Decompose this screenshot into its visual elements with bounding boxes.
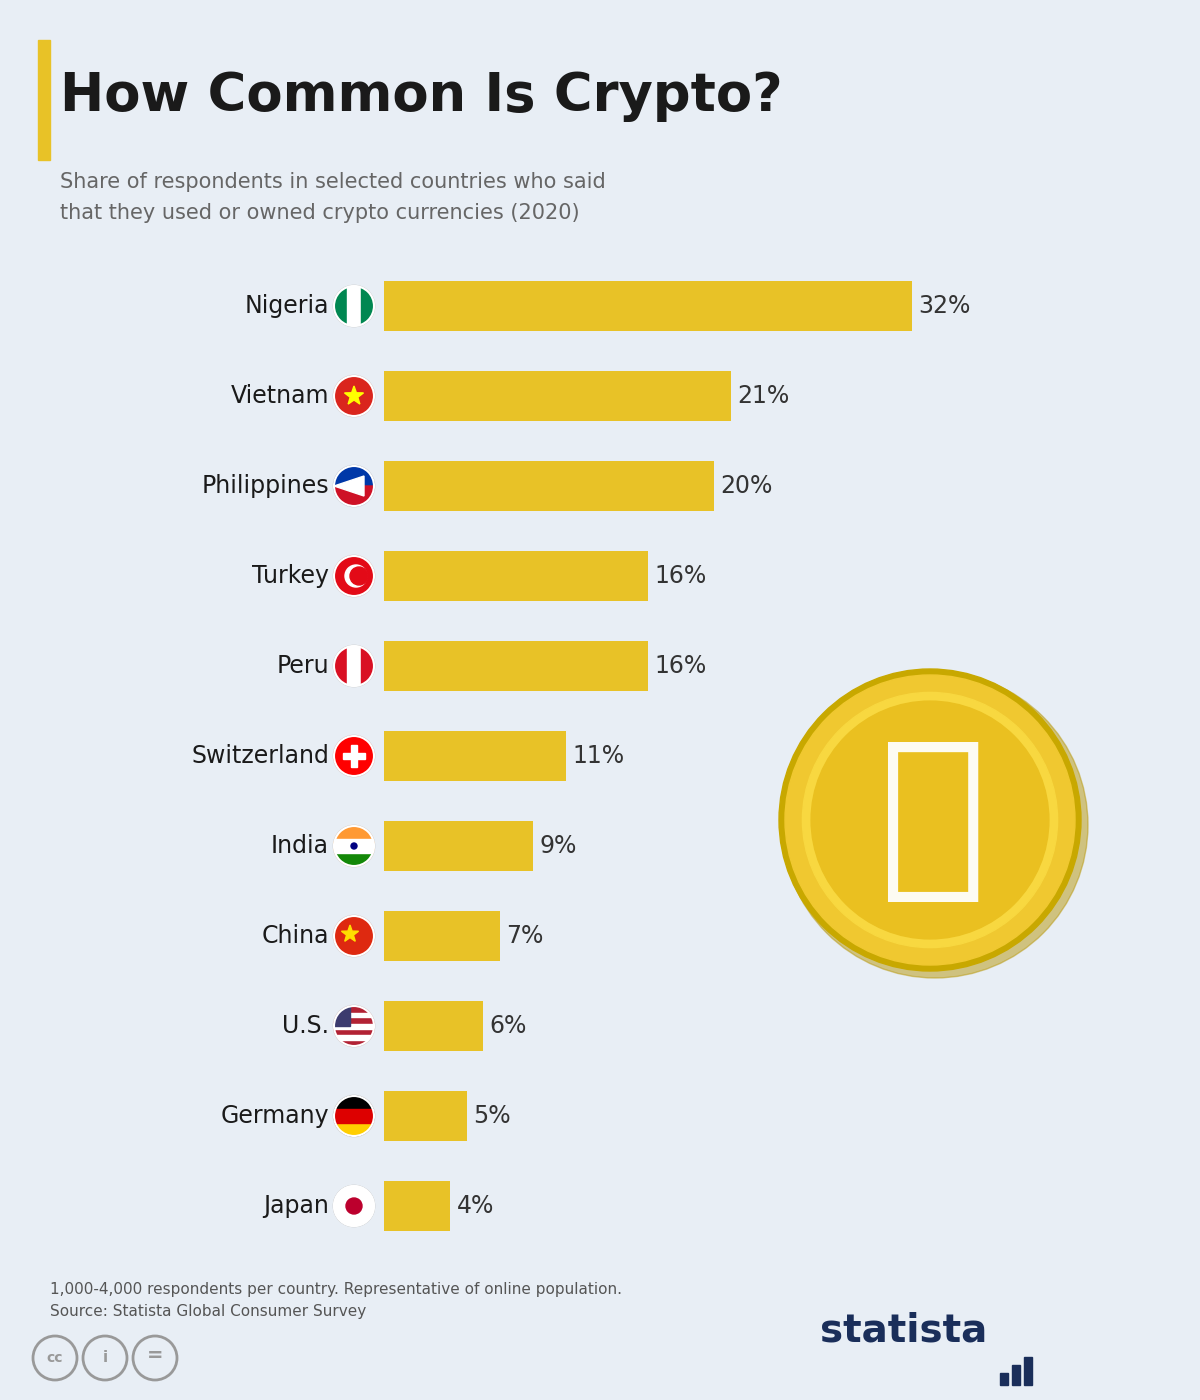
Wedge shape — [334, 486, 374, 505]
Text: 9%: 9% — [539, 834, 576, 858]
Text: Switzerland: Switzerland — [191, 743, 329, 769]
Bar — [334, 1116, 374, 1135]
Bar — [384, 1182, 450, 1231]
Text: Vietnam: Vietnam — [230, 384, 329, 407]
Bar — [334, 1109, 374, 1123]
Circle shape — [782, 672, 1088, 979]
Circle shape — [346, 566, 367, 587]
Bar — [384, 731, 565, 781]
Text: ₿: ₿ — [878, 732, 986, 909]
Text: Turkey: Turkey — [252, 564, 329, 588]
Circle shape — [811, 701, 1049, 939]
Bar — [384, 1091, 467, 1141]
Circle shape — [334, 736, 374, 776]
Bar — [334, 1007, 350, 1026]
Bar — [38, 41, 50, 160]
Text: Peru: Peru — [276, 654, 329, 678]
Circle shape — [785, 675, 1075, 965]
Polygon shape — [334, 476, 364, 496]
Text: India: India — [271, 834, 329, 858]
Bar — [384, 911, 499, 960]
Bar — [384, 461, 714, 511]
Text: U.S.: U.S. — [282, 1014, 329, 1037]
Text: 20%: 20% — [721, 475, 773, 498]
Text: Share of respondents in selected countries who said
that they used or owned cryp: Share of respondents in selected countri… — [60, 172, 606, 223]
Text: Japan: Japan — [263, 1194, 329, 1218]
Text: China: China — [262, 924, 329, 948]
Text: 21%: 21% — [737, 384, 790, 407]
Polygon shape — [344, 386, 364, 405]
Circle shape — [346, 1198, 362, 1214]
Circle shape — [334, 916, 374, 956]
Circle shape — [334, 645, 374, 686]
Text: Nigeria: Nigeria — [245, 294, 329, 318]
Text: 16%: 16% — [655, 564, 707, 588]
Text: Philippines: Philippines — [202, 475, 329, 498]
Circle shape — [352, 843, 358, 848]
Circle shape — [334, 826, 374, 867]
Bar — [334, 1012, 374, 1018]
Bar — [361, 286, 380, 326]
Polygon shape — [342, 925, 359, 941]
Text: 4%: 4% — [457, 1194, 494, 1218]
Bar — [334, 1036, 374, 1040]
Circle shape — [334, 1096, 374, 1135]
Bar — [384, 822, 533, 871]
Text: Germany: Germany — [221, 1105, 329, 1128]
Bar — [352, 745, 358, 767]
Bar — [1024, 1357, 1032, 1385]
Bar — [384, 1001, 484, 1051]
Circle shape — [334, 1007, 374, 1046]
Circle shape — [334, 286, 374, 326]
Text: 16%: 16% — [655, 654, 707, 678]
Text: How Common Is Crypto?: How Common Is Crypto? — [60, 70, 782, 122]
Bar — [347, 645, 361, 686]
Circle shape — [334, 1186, 374, 1226]
Bar — [343, 753, 365, 759]
Text: 7%: 7% — [506, 924, 544, 948]
Circle shape — [334, 377, 374, 416]
Circle shape — [803, 693, 1057, 948]
Text: 32%: 32% — [919, 294, 971, 318]
Text: statista: statista — [820, 1312, 988, 1350]
Text: 1,000-4,000 respondents per country. Representative of online population.
Source: 1,000-4,000 respondents per country. Rep… — [50, 1282, 622, 1319]
Bar — [384, 281, 912, 330]
Bar — [384, 552, 648, 601]
Circle shape — [334, 466, 374, 505]
Bar — [347, 286, 361, 326]
Circle shape — [350, 567, 368, 585]
Bar — [1000, 1373, 1008, 1385]
Bar — [334, 846, 374, 867]
Text: cc: cc — [47, 1351, 64, 1365]
Text: 5%: 5% — [473, 1105, 511, 1128]
Bar — [334, 1023, 374, 1029]
Circle shape — [334, 556, 374, 596]
Text: 6%: 6% — [490, 1014, 527, 1037]
Bar — [384, 641, 648, 690]
Text: =: = — [146, 1347, 163, 1365]
Bar — [361, 645, 380, 686]
Bar — [334, 840, 374, 853]
Bar — [384, 371, 731, 421]
Bar — [1012, 1365, 1020, 1385]
Circle shape — [779, 669, 1081, 972]
Text: 11%: 11% — [572, 743, 624, 769]
Text: i: i — [102, 1351, 108, 1365]
